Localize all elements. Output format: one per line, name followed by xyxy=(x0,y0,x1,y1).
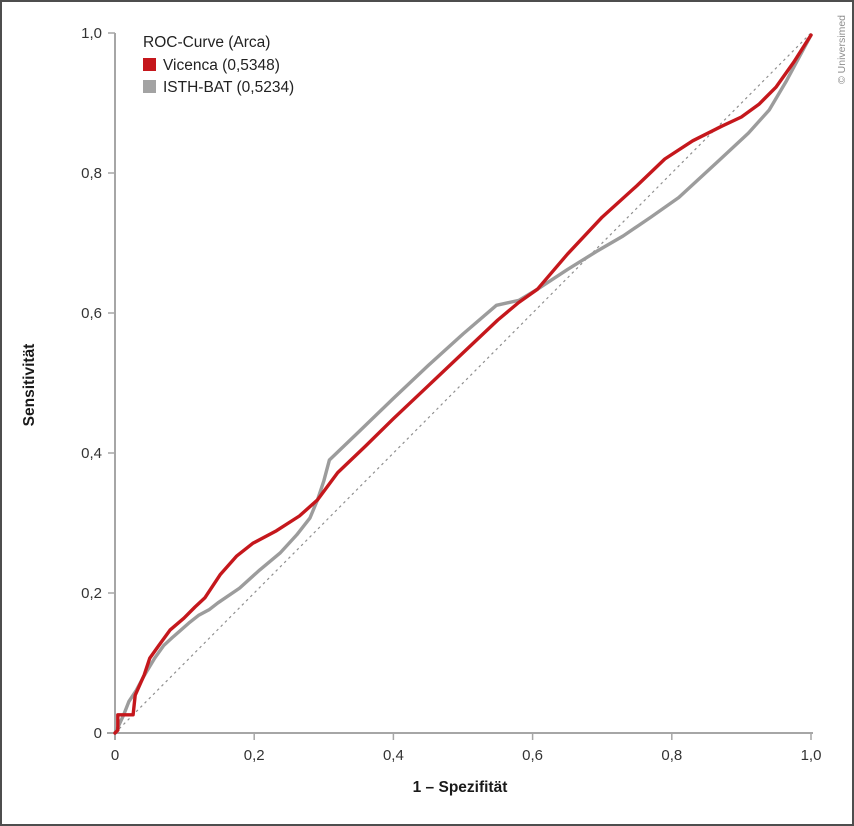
y-ticks: 0 0,2 0,4 0,6 0,8 1,0 xyxy=(81,25,115,742)
legend-entry-vicenca: Vicenca (0,5348) xyxy=(143,57,280,74)
diagonal-reference-line xyxy=(114,32,812,734)
vicenca-swatch-icon xyxy=(143,58,156,71)
y-tick-label: 0 xyxy=(94,725,102,742)
y-tick-label: 0,8 xyxy=(81,165,102,182)
x-tick-label: 0,6 xyxy=(522,747,543,764)
y-tick-label: 0,6 xyxy=(81,305,102,322)
x-tick-label: 0 xyxy=(111,747,119,764)
series-lines xyxy=(113,33,813,735)
roc-curve-isth-bat xyxy=(113,33,813,735)
legend: ROC-Curve (Arca) Vicenca (0,5348) ISTH-B… xyxy=(143,34,294,96)
axes xyxy=(107,33,813,740)
roc-curve-vicenca xyxy=(113,33,813,735)
legend-title: ROC-Curve (Arca) xyxy=(143,34,270,51)
legend-label-vicenca: Vicenca (0,5348) xyxy=(163,57,280,74)
x-tick-label: 1,0 xyxy=(801,747,822,764)
x-tick-label: 0,2 xyxy=(244,747,265,764)
x-tick-label: 0,8 xyxy=(661,747,682,764)
isth-bat-swatch-icon xyxy=(143,80,156,93)
reference-line xyxy=(114,32,812,734)
x-tick-label: 0,4 xyxy=(383,747,404,764)
y-tick-label: 0,2 xyxy=(81,585,102,602)
y-tick-label: 0,4 xyxy=(81,445,102,462)
y-axis-title: Sensitivität xyxy=(21,344,38,427)
legend-entry-isth-bat: ISTH-BAT (0,5234) xyxy=(143,79,294,96)
legend-label-isth-bat: ISTH-BAT (0,5234) xyxy=(163,79,294,96)
x-axis-title: 1 – Spezifität xyxy=(413,779,508,796)
x-ticks: 0 0,2 0,4 0,6 0,8 1,0 xyxy=(111,733,822,764)
y-tick-label: 1,0 xyxy=(81,25,102,42)
copyright-text: © Universimed xyxy=(836,15,848,84)
